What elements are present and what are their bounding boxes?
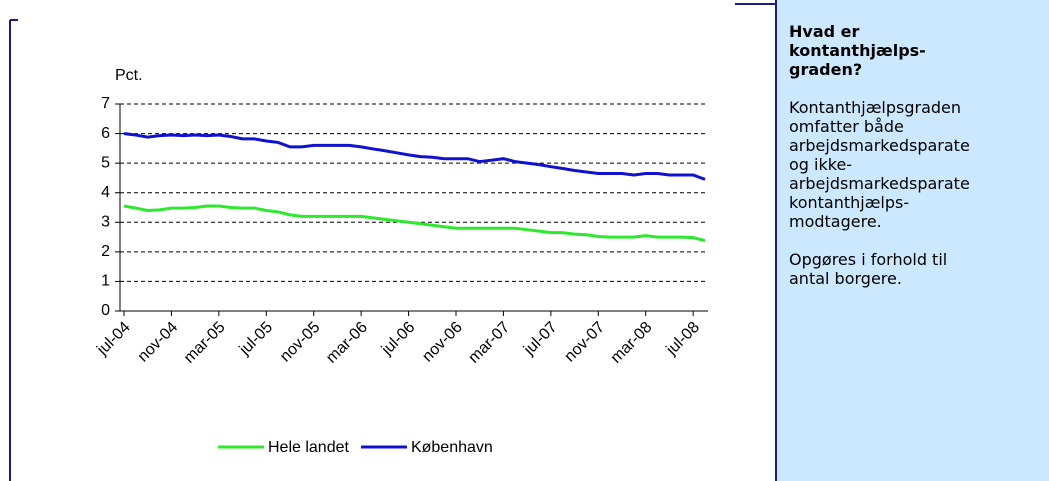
- text-line: og ikke-: [789, 155, 853, 174]
- legend-label: Hele landet: [268, 439, 350, 456]
- x-tick-label: nov-05: [277, 319, 324, 366]
- x-tick-label: jul-08: [663, 319, 703, 359]
- text-line: arbejdsmarkedsparate: [789, 136, 970, 155]
- text-line: kontanthjælps-: [789, 193, 910, 212]
- series-line: [123, 132, 706, 181]
- x-tick-label: nov-04: [135, 319, 182, 366]
- text-line: Kontanthjælpsgraden: [789, 98, 962, 117]
- x-tick-label: nov-06: [419, 319, 466, 366]
- y-axis-label: Pct.: [115, 67, 143, 84]
- y-tick-label: 7: [101, 95, 110, 112]
- x-tick-label: jul-04: [93, 319, 133, 359]
- text-line: antal borgere.: [789, 269, 902, 288]
- x-tick-label: nov-07: [561, 319, 608, 366]
- x-tick-label: mar-07: [465, 319, 513, 367]
- text-line: omfatter både: [789, 117, 904, 136]
- info-panel: Hvad er kontanthjælps-graden? Kontanthjælp…: [775, 0, 1049, 481]
- x-tick-label: jul-07: [520, 319, 560, 359]
- y-tick-label: 1: [101, 273, 110, 290]
- y-tick-label: 3: [101, 214, 110, 231]
- text-line: graden?: [789, 60, 863, 79]
- y-tick-label: 5: [101, 154, 110, 171]
- text-line: arbejdsmarkedsparate: [789, 174, 970, 193]
- text-line: kontanthjælps-: [789, 41, 926, 60]
- series-line: [123, 204, 706, 243]
- x-tick-label: jul-05: [236, 319, 276, 359]
- y-tick-label: 4: [101, 184, 110, 201]
- text-line: Hvad er: [789, 22, 860, 41]
- y-tick-label: 6: [101, 125, 110, 142]
- text-line: modtagere.: [789, 212, 882, 231]
- x-tick-label: mar-08: [608, 319, 656, 367]
- y-tick-label: 0: [101, 302, 110, 319]
- panel-title: Hvad er kontanthjælps-graden?: [789, 22, 1039, 79]
- x-tick-label: jul-06: [378, 319, 418, 359]
- panel-paragraph: Opgøres i forhold til antal borgere.: [789, 250, 1039, 288]
- y-tick-label: 2: [101, 243, 110, 260]
- x-tick-label: mar-06: [323, 319, 371, 367]
- panel-paragraph: Kontanthjælpsgraden omfatter både arbejdsm…: [789, 98, 1039, 231]
- legend-label: København: [411, 439, 493, 456]
- x-tick-label: mar-05: [181, 319, 229, 367]
- text-line: Opgøres i forhold til: [789, 250, 948, 269]
